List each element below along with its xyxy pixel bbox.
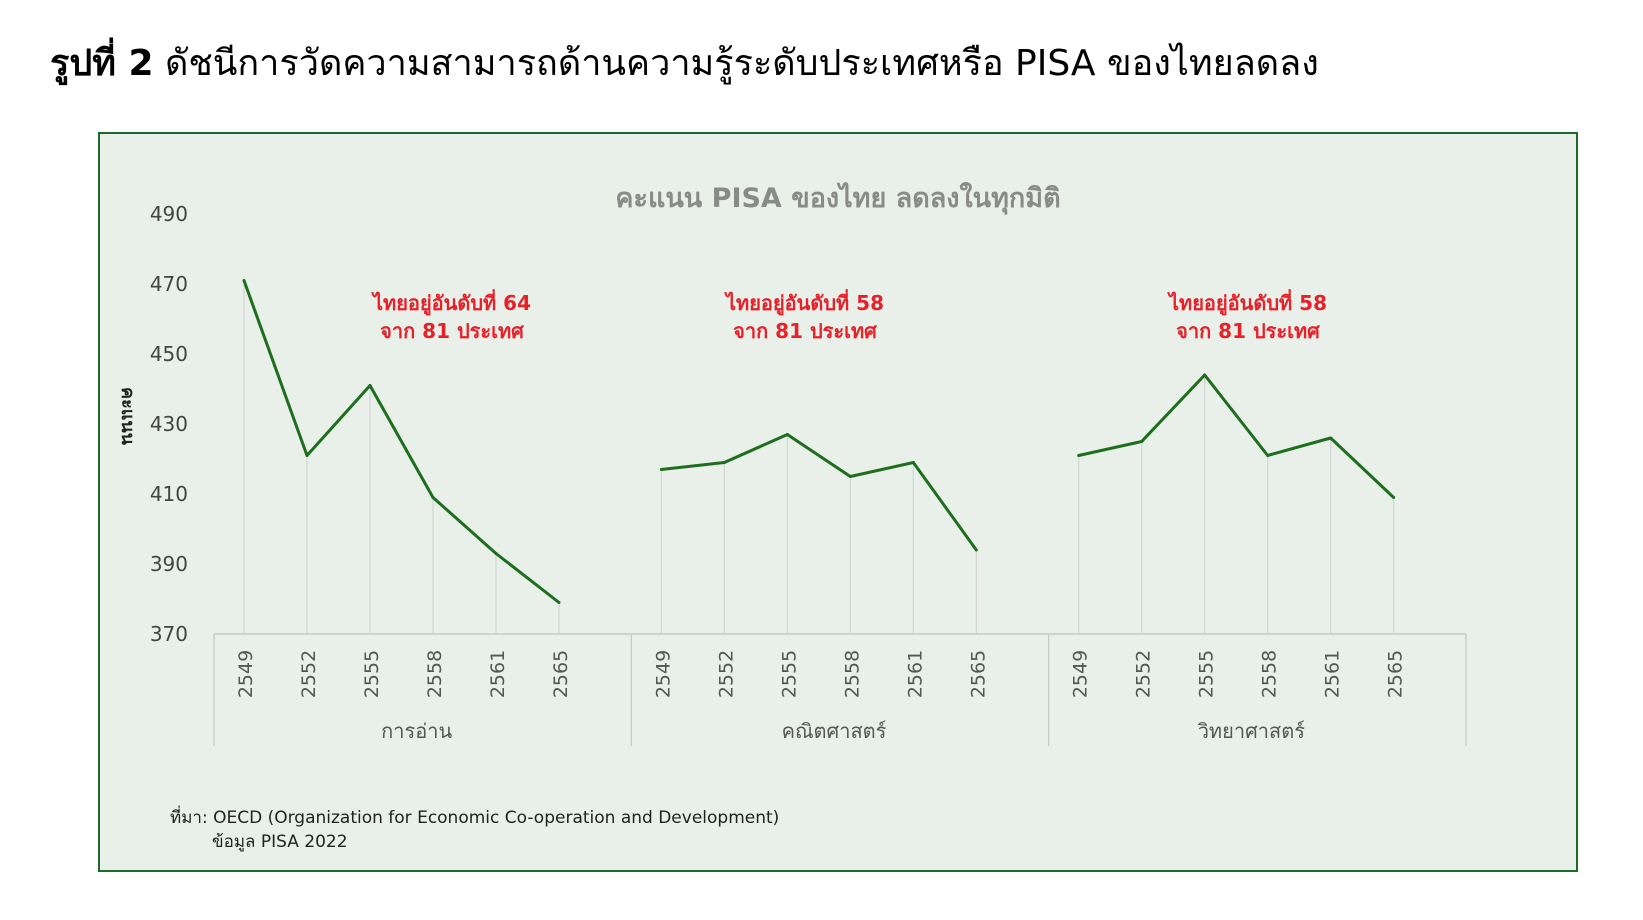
pisa-line-chart: 370 390 410 430 450 470 490 คะแนน 2549 2552 2555 25… — [117, 202, 1467, 746]
y-axis-label: คะแนน — [117, 387, 138, 446]
data-point — [494, 552, 498, 555]
figure-caption: ดัชนีการวัดความสามารถด้านความรู้ระดับประ… — [164, 43, 1319, 84]
x-tick-label: 2561 — [904, 650, 926, 698]
source-line-2: ข้อมูล PISA 2022 — [212, 832, 348, 852]
x-tick-label: 2565 — [967, 650, 989, 698]
data-point — [848, 475, 852, 478]
ranking-annotation: ไทยอยู่อันดับที่ 58 — [724, 288, 884, 317]
data-point — [1329, 436, 1333, 440]
category-label: วิทยาศาสตร์ — [1198, 719, 1305, 743]
x-tick-label: 2558 — [841, 650, 863, 698]
ranking-annotation: จาก 81 ประเทศ — [1176, 319, 1321, 343]
y-tick-label: 450 — [150, 342, 188, 366]
data-point — [305, 454, 309, 457]
chart-title: คะแนน PISA ของไทย ลดลงในทุกมิติ — [615, 183, 1061, 214]
x-tick-label: 2552 — [298, 650, 320, 698]
x-tick-label: 2561 — [487, 650, 509, 698]
data-point — [911, 461, 915, 464]
x-tick-label: 2561 — [1322, 650, 1344, 698]
x-tick-label: 2565 — [550, 650, 572, 698]
data-point — [659, 468, 663, 471]
ranking-annotation: จาก 81 ประเทศ — [733, 319, 878, 343]
x-tick-label: 2555 — [1196, 650, 1218, 698]
x-tick-label: 2558 — [1259, 650, 1281, 698]
figure-number: รูปที่ 2 — [50, 43, 154, 84]
data-point — [368, 384, 372, 387]
y-tick-label: 430 — [150, 412, 188, 436]
data-point — [722, 461, 726, 464]
x-tick-label: 2558 — [424, 650, 446, 698]
x-tick-label: 2552 — [715, 650, 737, 698]
data-point — [1392, 496, 1396, 499]
data-point — [431, 496, 435, 499]
data-point — [242, 279, 246, 282]
data-point — [1203, 373, 1207, 377]
data-point — [1140, 440, 1144, 443]
source-note: ที่มา: OECD (Organization for Economic C… — [170, 806, 779, 854]
x-tick-label: 2549 — [652, 650, 674, 698]
series-line-3 — [1078, 373, 1395, 499]
y-tick-label: 490 — [150, 202, 188, 226]
x-tick-label: 2552 — [1133, 650, 1155, 698]
ranking-annotation: จาก 81 ประเทศ — [380, 319, 525, 343]
y-tick-label: 390 — [150, 552, 188, 576]
x-tick-label: 2555 — [361, 650, 383, 698]
x-tick-label: 2549 — [1070, 650, 1092, 698]
series-line-2 — [661, 433, 978, 551]
y-tick-label: 370 — [150, 622, 188, 646]
ranking-annotation: ไทยอยู่อันดับที่ 64 — [371, 288, 531, 317]
data-point — [1077, 454, 1081, 457]
source-line-1: ที่มา: OECD (Organization for Economic C… — [170, 808, 780, 828]
category-label: การอ่าน — [381, 719, 452, 743]
data-point — [974, 548, 978, 552]
data-point — [1266, 454, 1270, 457]
x-tick-label: 2565 — [1385, 650, 1407, 698]
ranking-annotation: ไทยอยู่อันดับที่ 58 — [1167, 288, 1327, 317]
category-label: คณิตศาสตร์ — [782, 719, 887, 743]
data-point — [785, 433, 789, 436]
figure-heading: รูปที่ 2 ดัชนีการวัดความสามารถด้านความรู… — [50, 34, 1319, 91]
x-tick-label: 2555 — [778, 650, 800, 698]
series-line-1 — [242, 279, 560, 604]
y-tick-label: 410 — [150, 482, 188, 506]
chart-panel: คะแนน PISA ของไทย ลดลงในทุกมิติ 370 390 41… — [98, 132, 1578, 872]
y-tick-label: 470 — [150, 272, 188, 296]
x-tick-label: 2549 — [235, 650, 257, 698]
data-point — [557, 601, 561, 604]
